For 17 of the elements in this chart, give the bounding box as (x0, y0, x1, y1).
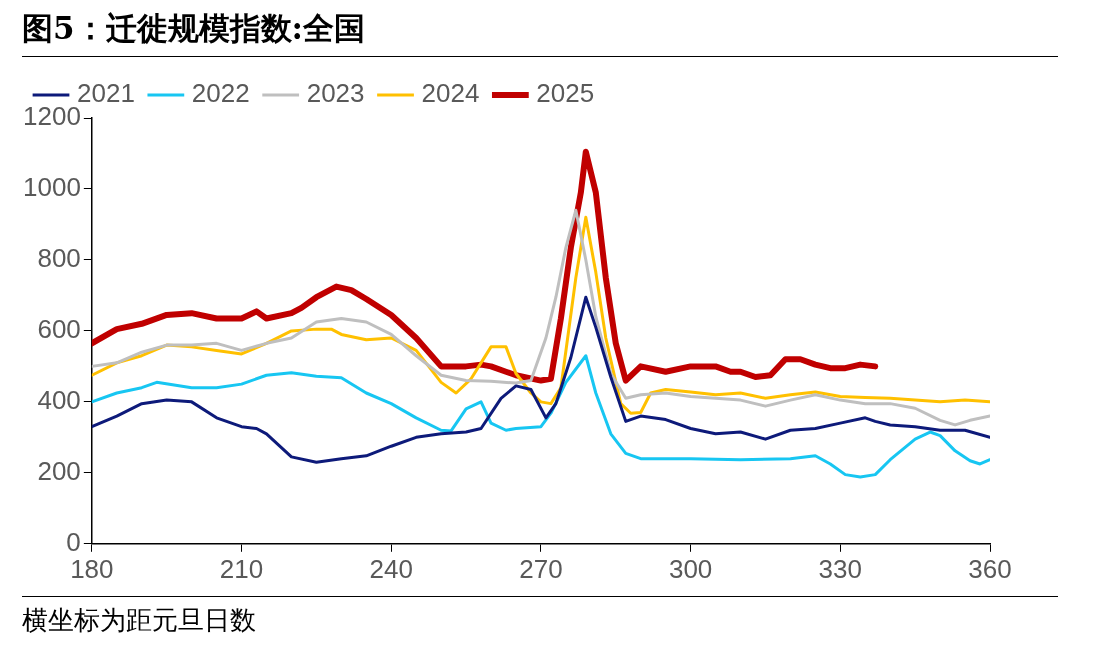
x-tick-label: 360 (968, 553, 1012, 584)
chart-title: 图5：迁徙规模指数:全国 (22, 8, 1058, 57)
y-tick-label: 800 (37, 243, 81, 274)
legend-label: 2023 (306, 78, 365, 109)
text: 横坐标为距元旦日数 (22, 596, 1058, 638)
legend-label: 2025 (536, 78, 595, 109)
y-tick-label: 1000 (23, 172, 81, 203)
legend-label: 2022 (191, 78, 250, 109)
legend-label: 2024 (421, 78, 480, 109)
x-tick-label: 270 (519, 553, 563, 584)
y-tick-label: 600 (37, 314, 81, 345)
y-tick-label: 200 (37, 456, 81, 487)
y-tick-label: 400 (37, 385, 81, 416)
x-tick-label: 300 (668, 553, 713, 584)
x-tick-label: 210 (219, 553, 264, 584)
x-tick-label: 330 (818, 553, 862, 584)
x-tick-label: 240 (369, 553, 413, 584)
